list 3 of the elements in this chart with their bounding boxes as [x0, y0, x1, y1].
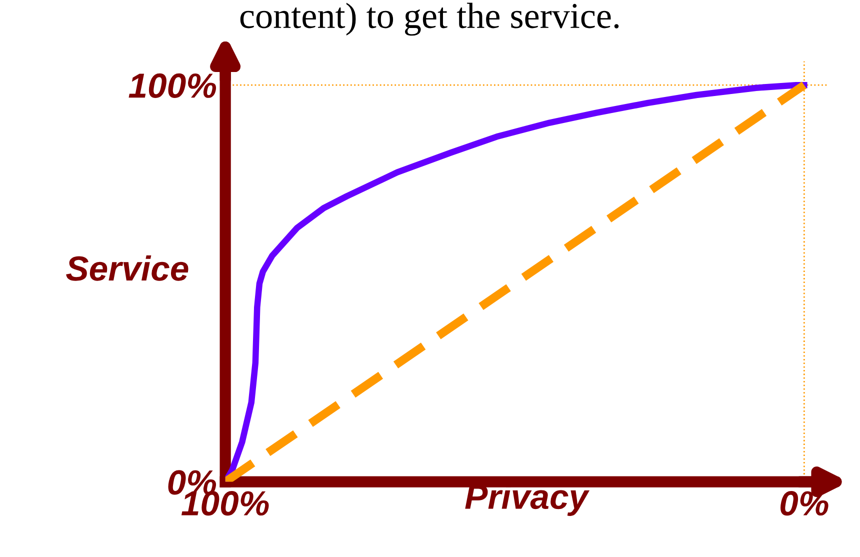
y-axis-title: Service: [66, 255, 188, 281]
x-axis-title: Privacy: [465, 484, 590, 516]
text: content) to get the service.: [240, 2, 619, 36]
